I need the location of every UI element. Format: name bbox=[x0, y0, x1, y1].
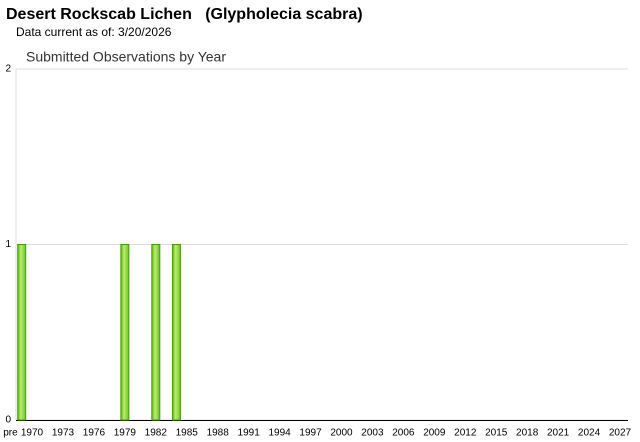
x-tick-label: pre bbox=[3, 428, 18, 439]
x-tick-label: 2003 bbox=[361, 428, 384, 439]
x-tick-label: 1997 bbox=[299, 428, 322, 439]
x-tick-label: 1982 bbox=[145, 428, 168, 439]
x-tick-label: 1985 bbox=[176, 428, 199, 439]
y-tick-label: 0 bbox=[5, 415, 11, 426]
chart-title: Submitted Observations by Year bbox=[26, 49, 226, 65]
x-tick-label: 1976 bbox=[83, 428, 106, 439]
x-tick-label: 2006 bbox=[392, 428, 415, 439]
x-tick-label: 2012 bbox=[454, 428, 477, 439]
bar bbox=[151, 244, 161, 421]
x-tick-label: 2024 bbox=[578, 428, 601, 439]
subtitle: Data current as of: 3/20/2026 bbox=[16, 25, 172, 39]
y-tick-label: 1 bbox=[5, 239, 11, 250]
bar bbox=[17, 244, 27, 421]
page-title: Desert Rockscab Lichen (Glypholecia scab… bbox=[6, 6, 363, 23]
x-tick-label: 1994 bbox=[268, 428, 291, 439]
x-tick-label: 1991 bbox=[238, 428, 261, 439]
bar bbox=[120, 244, 130, 421]
x-tick-label: 2015 bbox=[485, 428, 508, 439]
x-tick-label: 1988 bbox=[207, 428, 230, 439]
x-tick-label: 2009 bbox=[423, 428, 446, 439]
x-tick-label: 1973 bbox=[52, 428, 75, 439]
x-tick-label: 1970 bbox=[21, 428, 44, 439]
x-tick-label: 2021 bbox=[547, 428, 570, 439]
x-tick-label: 2027 bbox=[609, 428, 632, 439]
y-tick-label: 2 bbox=[5, 64, 11, 75]
bar bbox=[171, 244, 181, 421]
x-tick-label: 1979 bbox=[114, 428, 137, 439]
x-tick-label: 2018 bbox=[516, 428, 539, 439]
x-tick-label: 2000 bbox=[330, 428, 353, 439]
